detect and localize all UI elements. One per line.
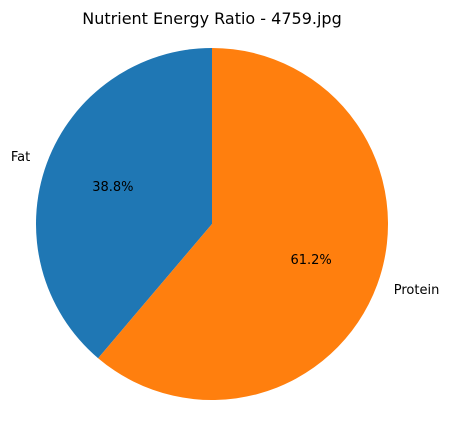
slice-percent-fat: 38.8% [92, 180, 133, 195]
slice-label-fat: Fat [11, 150, 30, 165]
slice-percent-protein: 61.2% [290, 253, 331, 268]
pie-labels: Fat 38.8% Protein 61.2% [11, 150, 439, 298]
chart-title: Nutrient Energy Ratio - 4759.jpg [82, 9, 341, 28]
pie-slices [36, 48, 388, 400]
slice-label-protein: Protein [394, 283, 440, 298]
pie-slice-protein [98, 48, 388, 400]
pie-slice-fat [36, 48, 212, 359]
